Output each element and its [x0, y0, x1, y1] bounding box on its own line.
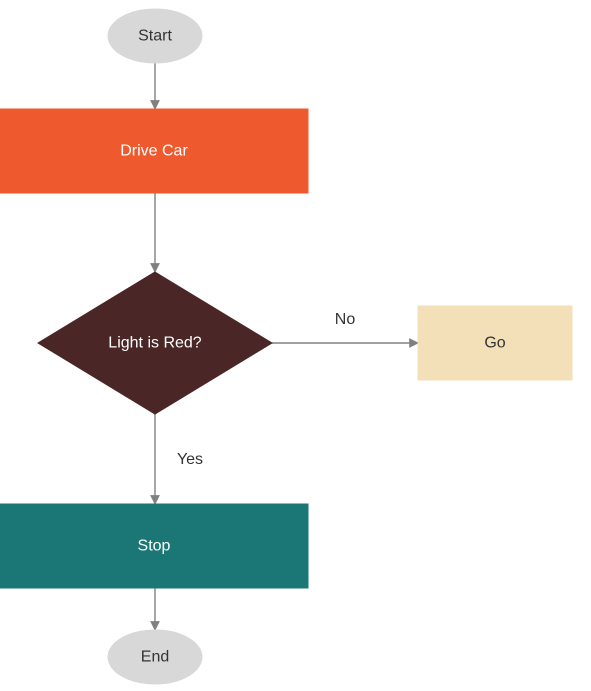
- nodes-layer: Start Drive Car Light is Red? Go Stop End: [0, 9, 572, 684]
- node-end: End: [108, 630, 202, 684]
- flowchart-canvas: No Yes Start Drive Car Light is Red? Go Stop En…: [0, 0, 591, 691]
- edge-label-e3: No: [335, 311, 356, 328]
- node-decision: Light is Red?: [38, 272, 272, 414]
- node-start: Start: [108, 9, 202, 63]
- node-label-decision: Light is Red?: [108, 335, 201, 352]
- node-label-drive: Drive Car: [120, 143, 188, 160]
- node-label-end: End: [141, 649, 169, 666]
- node-stop: Stop: [0, 504, 308, 588]
- node-label-stop: Stop: [138, 538, 171, 555]
- node-go: Go: [418, 306, 572, 380]
- node-drive: Drive Car: [0, 109, 308, 193]
- node-label-go: Go: [484, 335, 505, 352]
- node-label-start: Start: [138, 28, 172, 45]
- edge-label-e4: Yes: [177, 451, 203, 468]
